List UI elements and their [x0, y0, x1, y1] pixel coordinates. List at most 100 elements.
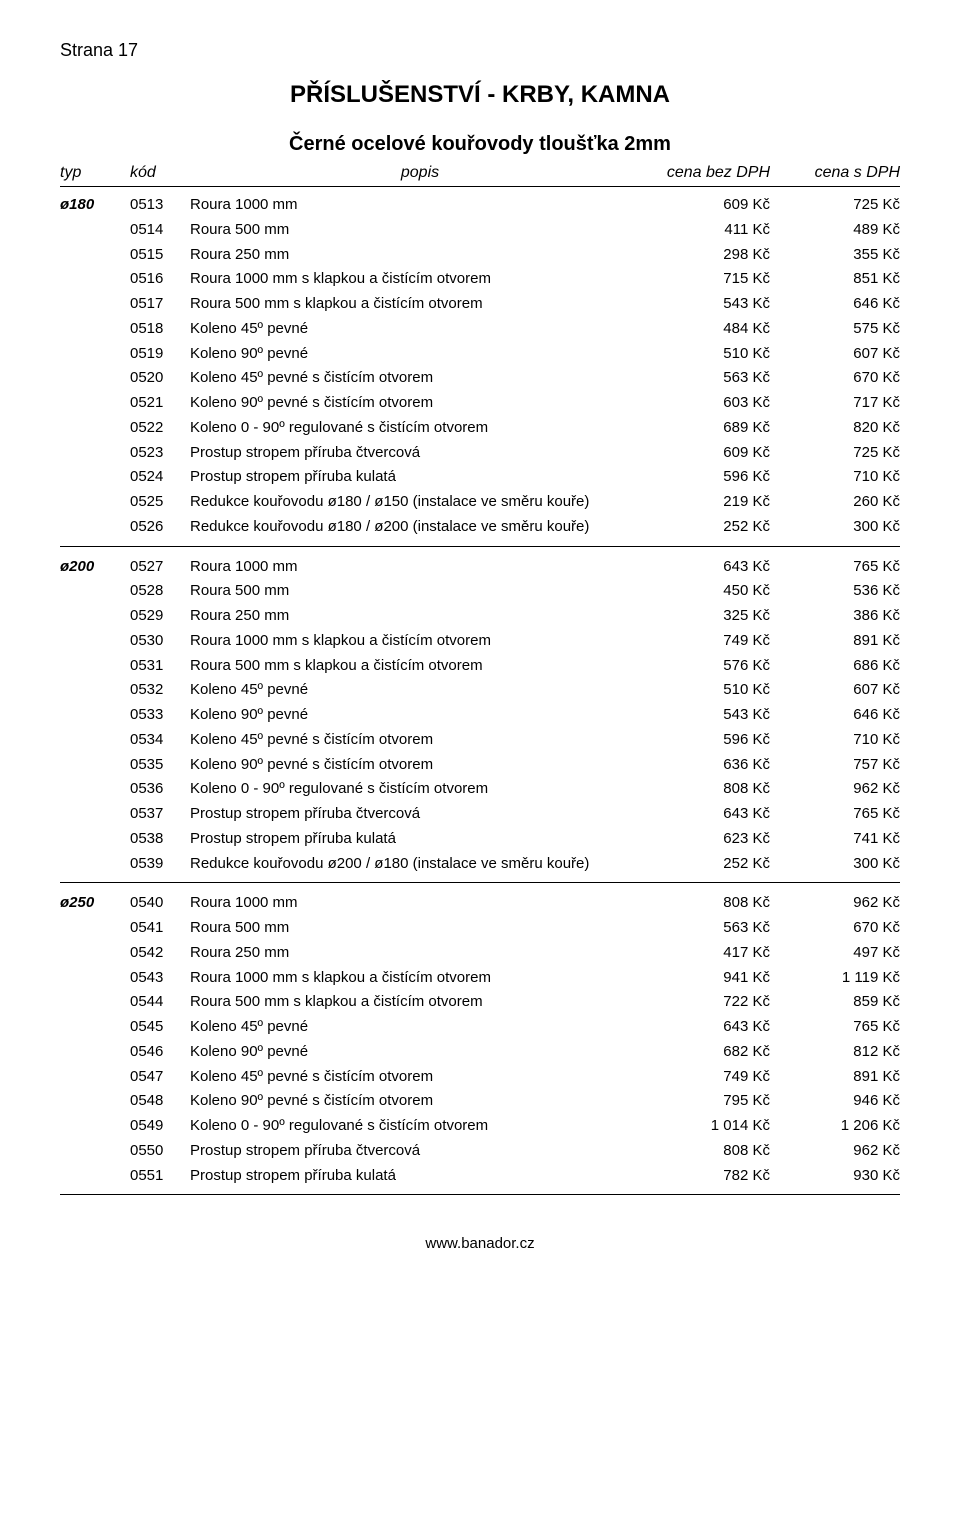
- row-price-ex-vat: 252 Kč: [650, 852, 770, 877]
- row-description: Redukce kouřovodu ø180 / ø200 (instalace…: [190, 515, 650, 540]
- row-typ: [60, 1040, 130, 1065]
- row-price-inc-vat: 717 Kč: [770, 391, 900, 416]
- row-price-ex-vat: 596 Kč: [650, 728, 770, 753]
- row-typ: [60, 852, 130, 877]
- row-description: Roura 500 mm s klapkou a čistícím otvore…: [190, 654, 650, 679]
- row-price-ex-vat: 252 Kč: [650, 515, 770, 540]
- table-row: 0515Roura 250 mm298 Kč355 Kč: [60, 243, 900, 268]
- table-row: 0530Roura 1000 mm s klapkou a čistícím o…: [60, 629, 900, 654]
- row-price-ex-vat: 643 Kč: [650, 555, 770, 580]
- price-group: ø1800513Roura 1000 mm609 Kč725 Kč0514Rou…: [60, 193, 900, 547]
- row-price-inc-vat: 765 Kč: [770, 1015, 900, 1040]
- row-kod: 0513: [130, 193, 190, 218]
- row-description: Koleno 45º pevné s čistícím otvorem: [190, 366, 650, 391]
- row-price-ex-vat: 623 Kč: [650, 827, 770, 852]
- row-kod: 0544: [130, 990, 190, 1015]
- row-kod: 0515: [130, 243, 190, 268]
- row-typ: [60, 1065, 130, 1090]
- table-row: ø2500540Roura 1000 mm808 Kč962 Kč: [60, 891, 900, 916]
- header-price-inc-vat: cena s DPH: [770, 164, 900, 182]
- row-price-inc-vat: 946 Kč: [770, 1089, 900, 1114]
- row-description: Roura 1000 mm s klapkou a čistícím otvor…: [190, 267, 650, 292]
- row-price-inc-vat: 930 Kč: [770, 1164, 900, 1189]
- row-kod: 0534: [130, 728, 190, 753]
- table-row: 0546Koleno 90º pevné682 Kč812 Kč: [60, 1040, 900, 1065]
- row-typ: ø200: [60, 555, 130, 580]
- row-price-inc-vat: 710 Kč: [770, 728, 900, 753]
- row-description: Redukce kouřovodu ø180 / ø150 (instalace…: [190, 490, 650, 515]
- table-row: 0539Redukce kouřovodu ø200 / ø180 (insta…: [60, 852, 900, 877]
- table-row: 0525Redukce kouřovodu ø180 / ø150 (insta…: [60, 490, 900, 515]
- row-kod: 0549: [130, 1114, 190, 1139]
- row-typ: [60, 916, 130, 941]
- row-description: Koleno 90º pevné: [190, 703, 650, 728]
- row-price-ex-vat: 411 Kč: [650, 218, 770, 243]
- row-price-inc-vat: 962 Kč: [770, 777, 900, 802]
- row-kod: 0536: [130, 777, 190, 802]
- row-price-ex-vat: 643 Kč: [650, 1015, 770, 1040]
- row-price-inc-vat: 386 Kč: [770, 604, 900, 629]
- row-price-inc-vat: 757 Kč: [770, 753, 900, 778]
- row-typ: [60, 990, 130, 1015]
- row-price-ex-vat: 219 Kč: [650, 490, 770, 515]
- row-typ: [60, 802, 130, 827]
- row-price-ex-vat: 689 Kč: [650, 416, 770, 441]
- row-typ: [60, 317, 130, 342]
- row-price-inc-vat: 300 Kč: [770, 852, 900, 877]
- row-typ: [60, 1164, 130, 1189]
- row-typ: [60, 579, 130, 604]
- row-kod: 0547: [130, 1065, 190, 1090]
- row-price-ex-vat: 563 Kč: [650, 916, 770, 941]
- price-group: ø2000527Roura 1000 mm643 Kč765 Kč0528Rou…: [60, 555, 900, 884]
- table-row: 0548Koleno 90º pevné s čistícím otvorem7…: [60, 1089, 900, 1114]
- row-price-inc-vat: 489 Kč: [770, 218, 900, 243]
- row-kod: 0529: [130, 604, 190, 629]
- row-kod: 0537: [130, 802, 190, 827]
- row-price-ex-vat: 941 Kč: [650, 966, 770, 991]
- row-price-inc-vat: 765 Kč: [770, 802, 900, 827]
- row-price-inc-vat: 725 Kč: [770, 193, 900, 218]
- row-price-inc-vat: 851 Kč: [770, 267, 900, 292]
- row-typ: [60, 243, 130, 268]
- row-price-inc-vat: 686 Kč: [770, 654, 900, 679]
- row-description: Roura 500 mm s klapkou a čistícím otvore…: [190, 292, 650, 317]
- row-description: Koleno 0 - 90º regulované s čistícím otv…: [190, 416, 650, 441]
- row-price-ex-vat: 596 Kč: [650, 465, 770, 490]
- row-kod: 0519: [130, 342, 190, 367]
- row-typ: ø180: [60, 193, 130, 218]
- row-price-ex-vat: 795 Kč: [650, 1089, 770, 1114]
- row-price-ex-vat: 417 Kč: [650, 941, 770, 966]
- row-price-ex-vat: 749 Kč: [650, 629, 770, 654]
- table-row: 0544Roura 500 mm s klapkou a čistícím ot…: [60, 990, 900, 1015]
- row-description: Roura 250 mm: [190, 941, 650, 966]
- row-typ: [60, 629, 130, 654]
- row-price-inc-vat: 710 Kč: [770, 465, 900, 490]
- row-kod: 0543: [130, 966, 190, 991]
- row-description: Koleno 45º pevné s čistícím otvorem: [190, 1065, 650, 1090]
- row-kod: 0541: [130, 916, 190, 941]
- table-row: 0531Roura 500 mm s klapkou a čistícím ot…: [60, 654, 900, 679]
- row-price-ex-vat: 450 Kč: [650, 579, 770, 604]
- row-typ: [60, 1114, 130, 1139]
- row-description: Roura 250 mm: [190, 604, 650, 629]
- row-typ: [60, 1089, 130, 1114]
- row-description: Koleno 90º pevné s čistícím otvorem: [190, 1089, 650, 1114]
- table-row: 0526Redukce kouřovodu ø180 / ø200 (insta…: [60, 515, 900, 540]
- row-price-ex-vat: 325 Kč: [650, 604, 770, 629]
- table-row: 0536Koleno 0 - 90º regulované s čistícím…: [60, 777, 900, 802]
- row-typ: [60, 728, 130, 753]
- row-price-inc-vat: 355 Kč: [770, 243, 900, 268]
- row-kod: 0528: [130, 579, 190, 604]
- row-kod: 0527: [130, 555, 190, 580]
- row-typ: [60, 654, 130, 679]
- row-kod: 0535: [130, 753, 190, 778]
- table-row: 0523Prostup stropem příruba čtvercová609…: [60, 441, 900, 466]
- row-price-ex-vat: 722 Kč: [650, 990, 770, 1015]
- table-row: 0542Roura 250 mm417 Kč497 Kč: [60, 941, 900, 966]
- row-description: Roura 250 mm: [190, 243, 650, 268]
- row-kod: 0516: [130, 267, 190, 292]
- row-price-inc-vat: 962 Kč: [770, 1139, 900, 1164]
- table-row: 0551Prostup stropem příruba kulatá782 Kč…: [60, 1164, 900, 1189]
- row-price-ex-vat: 543 Kč: [650, 703, 770, 728]
- row-price-ex-vat: 609 Kč: [650, 193, 770, 218]
